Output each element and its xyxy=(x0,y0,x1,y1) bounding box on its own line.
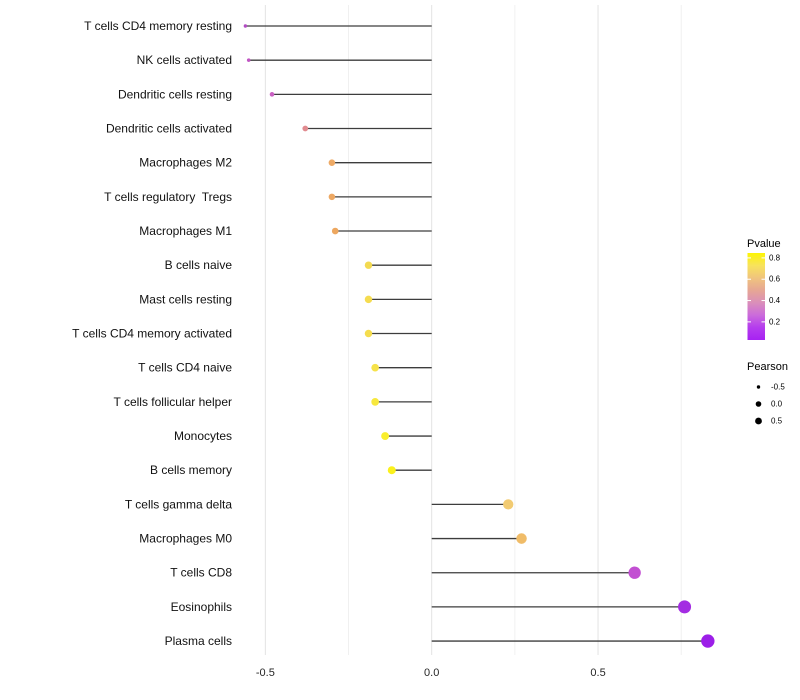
lollipop-dot xyxy=(701,634,715,648)
lollipop-row: Monocytes xyxy=(174,429,432,443)
category-label: T cells CD4 memory activated xyxy=(72,327,232,341)
pvalue-colorbar xyxy=(747,253,765,340)
lollipop-dot xyxy=(678,600,692,614)
lollipop-row: Macrophages M2 xyxy=(139,156,432,170)
category-label: T cells follicular helper xyxy=(114,395,233,409)
lollipop-row: T cells CD4 memory activated xyxy=(72,327,432,341)
lollipop-row: T cells CD4 memory resting xyxy=(84,19,432,33)
pvalue-tick-label: 0.8 xyxy=(769,253,781,262)
lollipop-row: T cells gamma delta xyxy=(125,497,514,511)
category-label: T cells CD4 naive xyxy=(138,361,232,375)
pvalue-colorbar-ticks: 0.8 0.6 0.4 0.2 xyxy=(747,253,781,326)
lollipop-row: T cells follicular helper xyxy=(114,395,432,409)
lollipop-dot xyxy=(371,398,379,406)
pvalue-tick-label: 0.2 xyxy=(769,317,781,326)
x-tick-label: -0.5 xyxy=(256,667,275,679)
pvalue-tick-label: 0.6 xyxy=(769,275,781,284)
category-label: Dendritic cells resting xyxy=(118,87,232,101)
grid-layer xyxy=(264,5,682,655)
category-label: Macrophages M2 xyxy=(139,156,232,170)
lollipop-row: Macrophages M1 xyxy=(139,224,432,238)
x-tick-label: 0.5 xyxy=(590,667,605,679)
category-label: B cells naive xyxy=(165,258,233,272)
category-label: T cells gamma delta xyxy=(125,497,232,511)
lollipop-dot xyxy=(243,24,248,28)
pearson-size-key-label: 0.0 xyxy=(771,400,783,409)
pearson-size-keys: -0.5 0.0 0.5 xyxy=(755,383,785,426)
pvalue-legend-title: Pvalue xyxy=(747,238,781,250)
lollipop-dot xyxy=(503,499,514,510)
lollipop-dot xyxy=(381,432,390,440)
lollipop-row: B cells naive xyxy=(165,258,432,272)
lollipop-row: T cells regulatory Tregs xyxy=(104,190,432,204)
pearson-size-key-label: -0.5 xyxy=(771,383,785,392)
series-layer: T cells CD4 memory resting NK cells activ… xyxy=(72,19,715,648)
lollipop-row: Plasma cells xyxy=(165,634,715,648)
category-label: Dendritic cells activated xyxy=(106,122,232,136)
lollipop-row: T cells CD8 xyxy=(170,566,641,580)
lollipop-row: Dendritic cells activated xyxy=(106,122,432,136)
lollipop-dot xyxy=(364,295,373,304)
category-label: T cells CD8 xyxy=(170,566,232,580)
category-label: Mast cells resting xyxy=(139,292,232,306)
pearson-size-key-dot xyxy=(755,417,762,425)
lollipop-dot xyxy=(331,227,339,235)
pearson-size-key-dot xyxy=(756,385,761,389)
lollipop-row: Mast cells resting xyxy=(139,292,432,306)
lollipop-dot xyxy=(328,159,336,166)
lollipop-row: Macrophages M0 xyxy=(139,532,527,546)
lollipop-dot xyxy=(269,92,275,97)
lollipop-row: NK cells activated xyxy=(137,53,432,67)
x-axis: -0.5 0.0 0.5 xyxy=(256,667,606,679)
lollipop-dot xyxy=(364,261,373,269)
category-label: Macrophages M0 xyxy=(139,532,232,546)
lollipop-dot xyxy=(302,125,309,132)
lollipop-row: T cells CD4 naive xyxy=(138,361,432,375)
category-label: Plasma cells xyxy=(165,634,232,648)
lollipop-dot xyxy=(364,329,373,338)
lollipop-dot xyxy=(371,363,379,372)
category-label: NK cells activated xyxy=(137,53,232,67)
pvalue-tick-label: 0.4 xyxy=(769,296,781,305)
pearson-size-key-label: 0.5 xyxy=(771,417,783,426)
category-label: Macrophages M1 xyxy=(139,224,232,238)
category-label: T cells regulatory Tregs xyxy=(104,190,232,204)
lollipop-dot xyxy=(387,466,396,475)
category-label: Eosinophils xyxy=(171,600,232,614)
pearson-legend-title: Pearson xyxy=(747,361,788,373)
lollipop-dot xyxy=(628,566,641,579)
lollipop-row: Eosinophils xyxy=(171,600,692,614)
lollipop-dot xyxy=(246,58,251,62)
category-label: Monocytes xyxy=(174,429,232,443)
lollipop-row: B cells memory xyxy=(150,463,432,477)
lollipop-dot xyxy=(328,193,336,201)
pearson-size-key-dot xyxy=(755,401,762,407)
category-label: T cells CD4 memory resting xyxy=(84,19,232,33)
legend: Pvalue 0.8 0.6 0.4 0.2 Pearson -0.5 0.0 0.5 xyxy=(747,238,788,426)
category-label: B cells memory xyxy=(150,463,232,477)
lollipop-dot xyxy=(516,533,527,544)
lollipop-row: Dendritic cells resting xyxy=(118,87,432,101)
x-tick-label: 0.0 xyxy=(424,667,439,679)
